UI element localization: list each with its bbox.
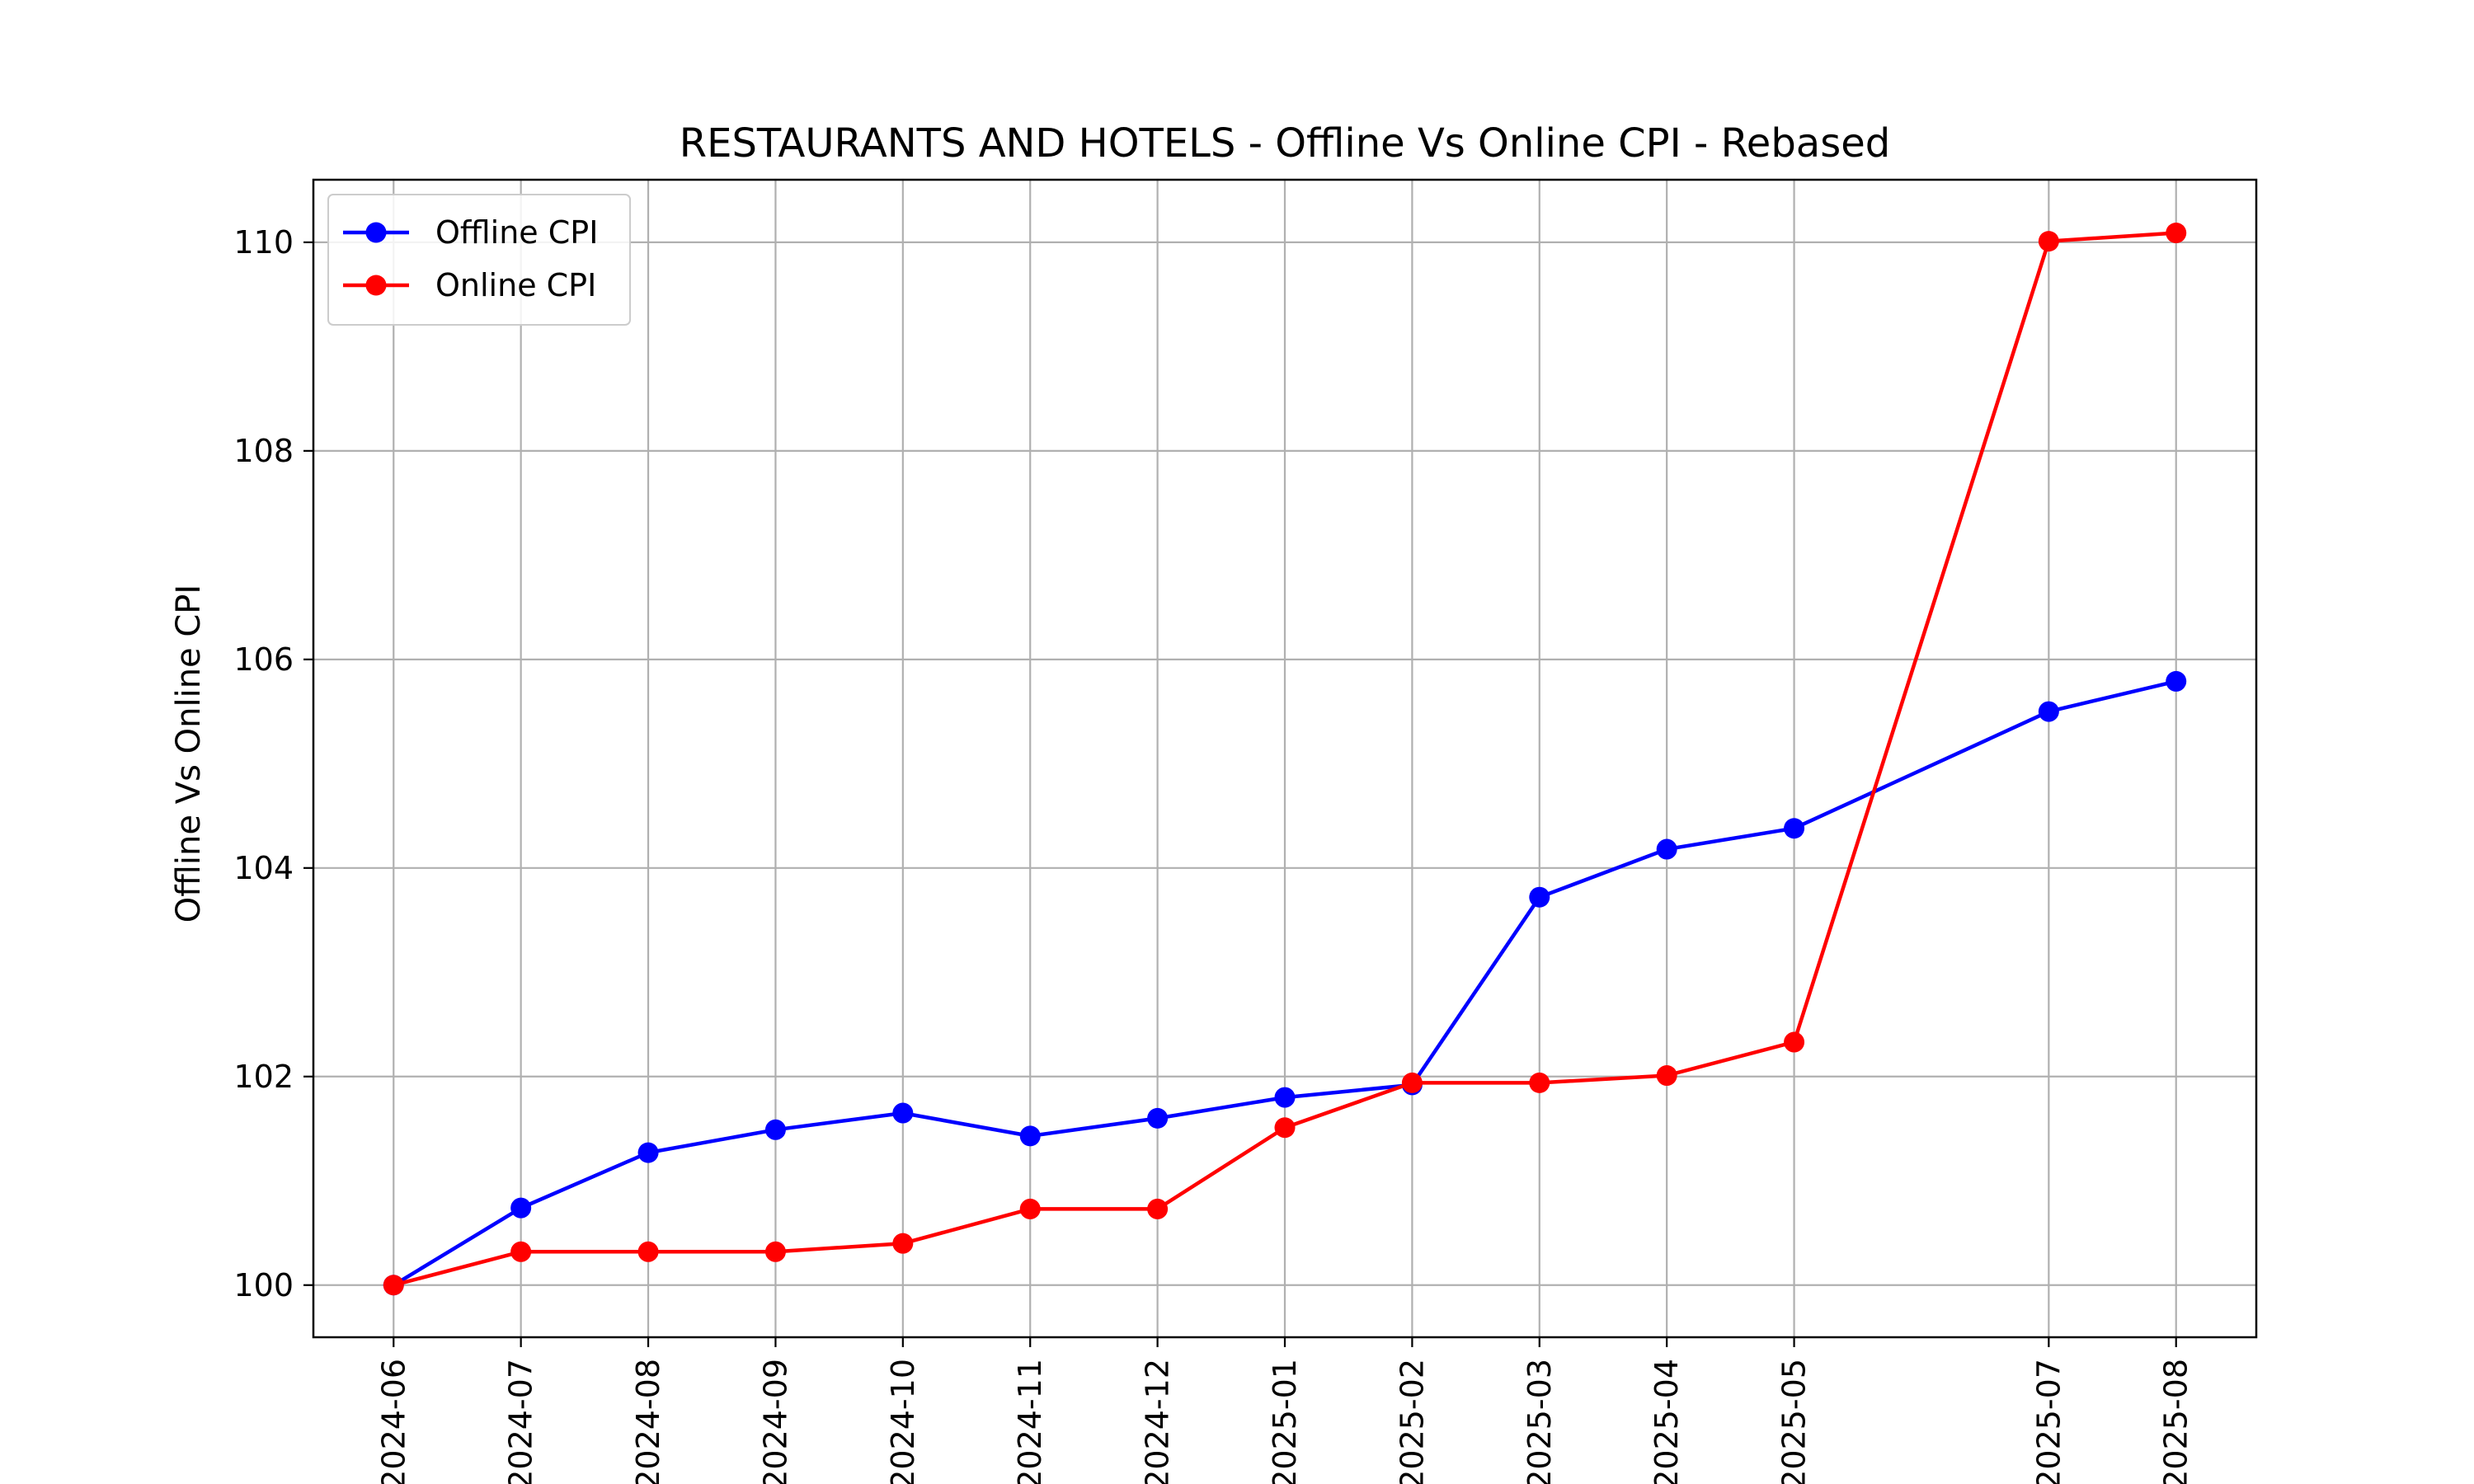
series-1-point	[2038, 701, 2059, 722]
series-1-point	[764, 1119, 786, 1140]
x-tick-label: 2024-10	[885, 1359, 921, 1484]
y-tick-label: 104	[233, 850, 294, 886]
x-tick-label: 2025-03	[1522, 1359, 1558, 1484]
legend-label: Online CPI	[435, 267, 596, 303]
legend-label: Offline CPI	[435, 214, 598, 251]
series-2-point	[1529, 1072, 1550, 1093]
x-tick-label: 2024-11	[1012, 1359, 1048, 1484]
series-1-point	[1147, 1107, 1169, 1129]
series-1-point	[1529, 886, 1550, 908]
x-tick-label: 2025-08	[2158, 1359, 2194, 1484]
x-tick-label: 2025-05	[1776, 1359, 1813, 1484]
x-tick-label: 2025-04	[1649, 1359, 1685, 1484]
series-2-point	[1656, 1065, 1677, 1087]
y-tick-label: 102	[233, 1059, 294, 1095]
series-2-point	[510, 1241, 532, 1262]
x-tick-label: 2024-06	[375, 1359, 412, 1484]
x-tick-label: 2024-12	[1140, 1359, 1176, 1484]
series-2-point	[2038, 231, 2059, 252]
series-2-point	[1274, 1117, 1296, 1139]
y-tick-label: 110	[233, 224, 294, 261]
series-1-point	[1274, 1087, 1296, 1108]
series-line-1	[393, 679, 2177, 1287]
legend-box	[327, 194, 631, 326]
y-tick-label: 100	[233, 1267, 294, 1303]
y-axis-label: Offline Vs Online CPI	[170, 585, 208, 923]
legend-swatch-marker	[365, 222, 387, 243]
legend: Offline CPI Online CPI	[327, 194, 631, 326]
series-line-2	[393, 231, 2176, 1287]
grid	[313, 180, 2256, 1337]
y-tick-label: 106	[233, 641, 294, 678]
series-1-point	[2166, 670, 2187, 692]
series-2-point	[637, 1241, 659, 1262]
x-tick-label: 2024-08	[630, 1359, 666, 1484]
series-2-point	[383, 1275, 404, 1296]
series-2-point	[1019, 1198, 1041, 1219]
chart-title: RESTAURANTS AND HOTELS - Offline Vs Onli…	[680, 120, 1890, 167]
series-2-point	[1401, 1072, 1423, 1093]
legend-swatch-marker	[365, 275, 387, 296]
series-2-point	[764, 1241, 786, 1262]
series-2-point	[1147, 1198, 1169, 1219]
series-group	[383, 223, 2187, 1296]
series-1-point	[510, 1197, 532, 1219]
x-tick-label: 2024-07	[503, 1359, 539, 1484]
series-1-point	[1019, 1125, 1041, 1147]
axes: 100 102 104 106 108 110 2024-06 2024-07 2024-08 2…	[233, 224, 2194, 1484]
y-tick-label: 108	[233, 433, 294, 469]
x-tick-label: 2025-02	[1394, 1359, 1430, 1484]
series-1-point	[637, 1142, 659, 1163]
series-1-point	[892, 1102, 914, 1124]
x-tick-label: 2024-09	[757, 1359, 793, 1484]
series-1-point	[1656, 838, 1677, 860]
x-tick-label: 2025-07	[2030, 1359, 2067, 1484]
series-2-point	[1784, 1031, 1805, 1053]
x-tick-label: 2025-01	[1267, 1359, 1303, 1484]
series-2-point	[892, 1233, 914, 1254]
series-1-point	[1784, 818, 1805, 839]
series-2-point	[2166, 223, 2187, 244]
